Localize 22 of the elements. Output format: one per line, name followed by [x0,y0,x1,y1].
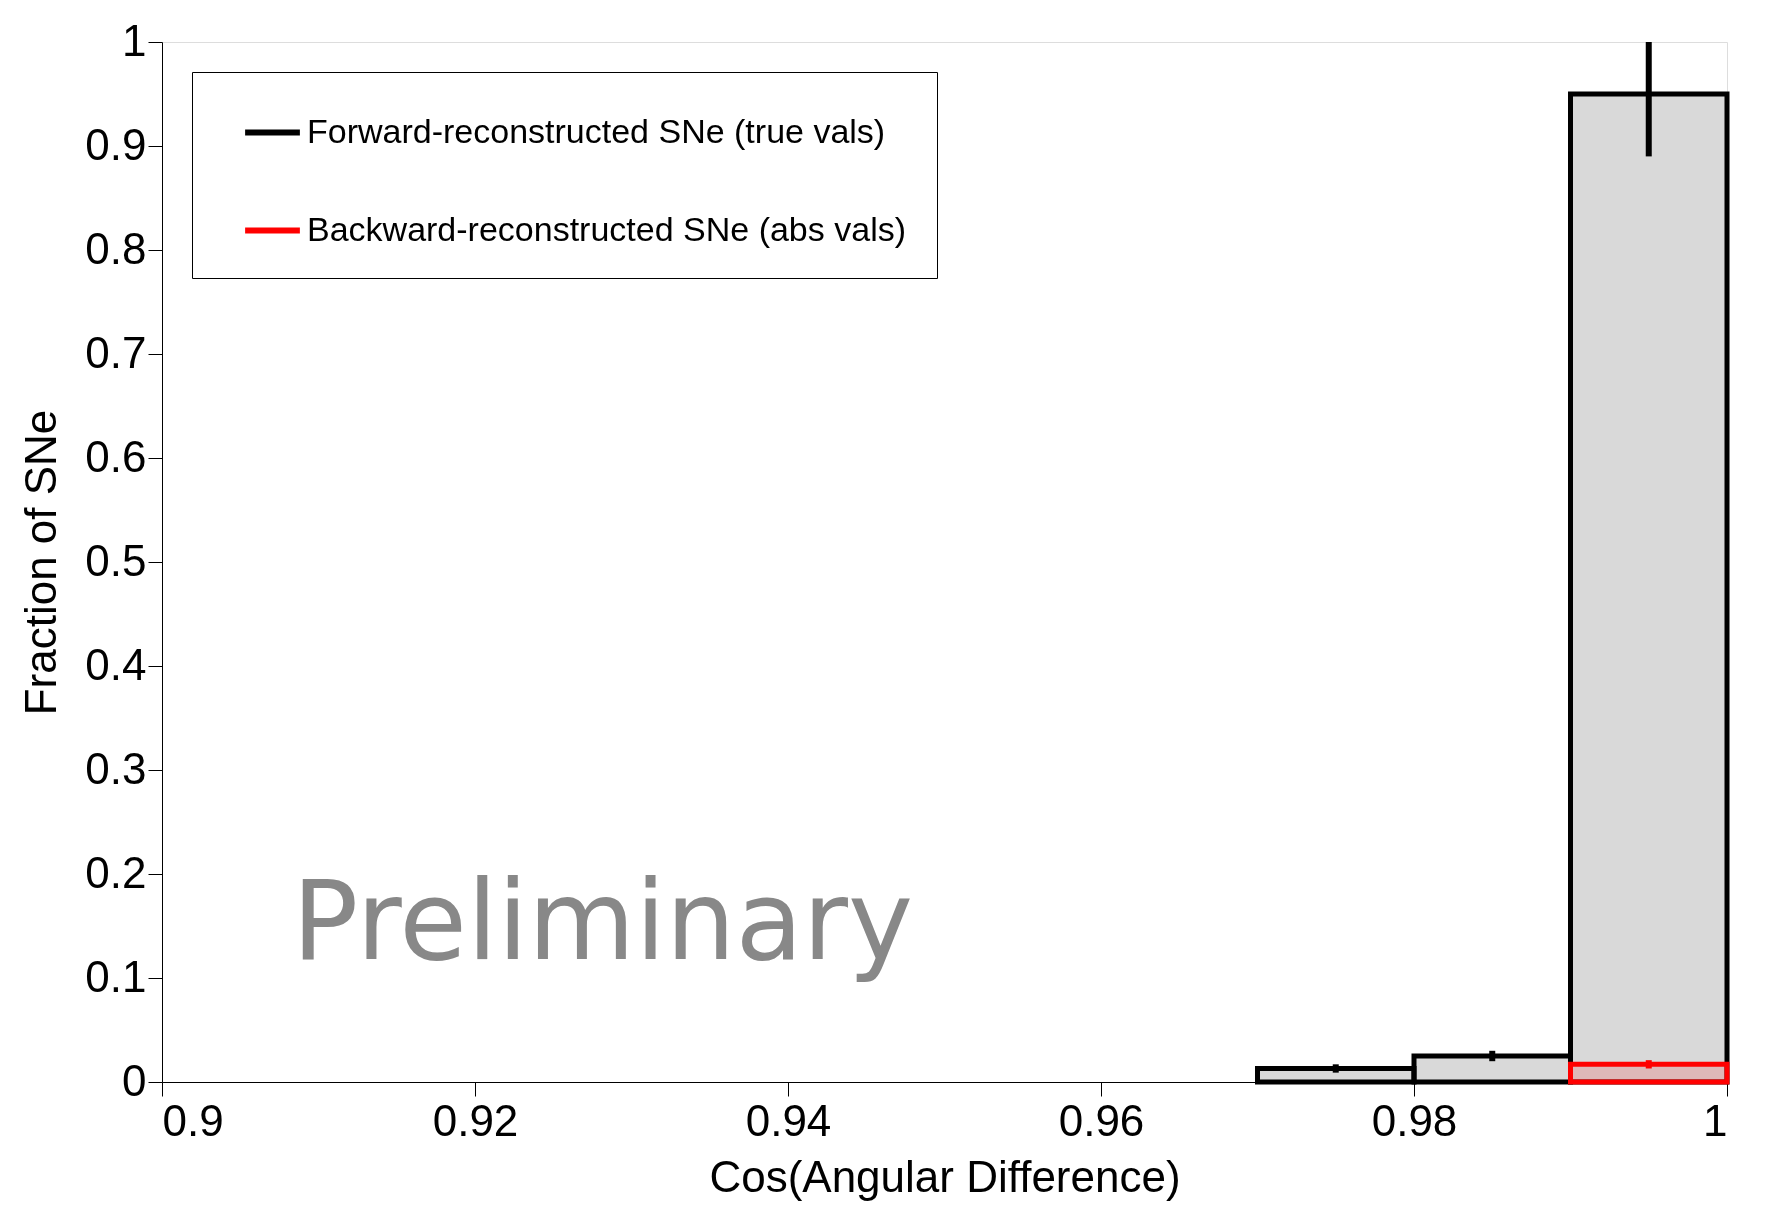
x-tick-label: 0.96 [1058,1095,1145,1145]
y-tick-label: 0.3 [85,743,147,793]
y-tick-label: 0.5 [85,535,147,585]
y-tick-label: 0.7 [85,327,147,377]
y-tick-label: 0.6 [85,431,147,481]
y-tick-label: 0 [122,1055,147,1105]
x-tick-label: 0.98 [1371,1095,1458,1145]
y-axis-title: Fraction of SNe [16,409,66,716]
y-tick-label: 0.9 [85,119,147,169]
y-tick-label: 0.2 [85,847,147,897]
y-tick-label: 0.8 [85,223,147,273]
x-tick-label: 0.92 [432,1095,519,1145]
y-tick-label: 0.4 [85,639,147,689]
annotation: Preliminary [292,857,914,985]
y-tick-label: 0.1 [85,951,147,1001]
legend-label: Forward-reconstructed SNe (true vals) [307,111,886,150]
x-tick-label: 1 [1703,1095,1728,1145]
y-tick-label: 1 [122,15,147,65]
legend-label: Backward-reconstructed SNe (abs vals) [307,209,907,248]
x-tick-label: 0.9 [162,1095,224,1145]
x-tick-label: 0.94 [745,1095,832,1145]
x-axis-title: Cos(Angular Difference) [709,1151,1181,1201]
